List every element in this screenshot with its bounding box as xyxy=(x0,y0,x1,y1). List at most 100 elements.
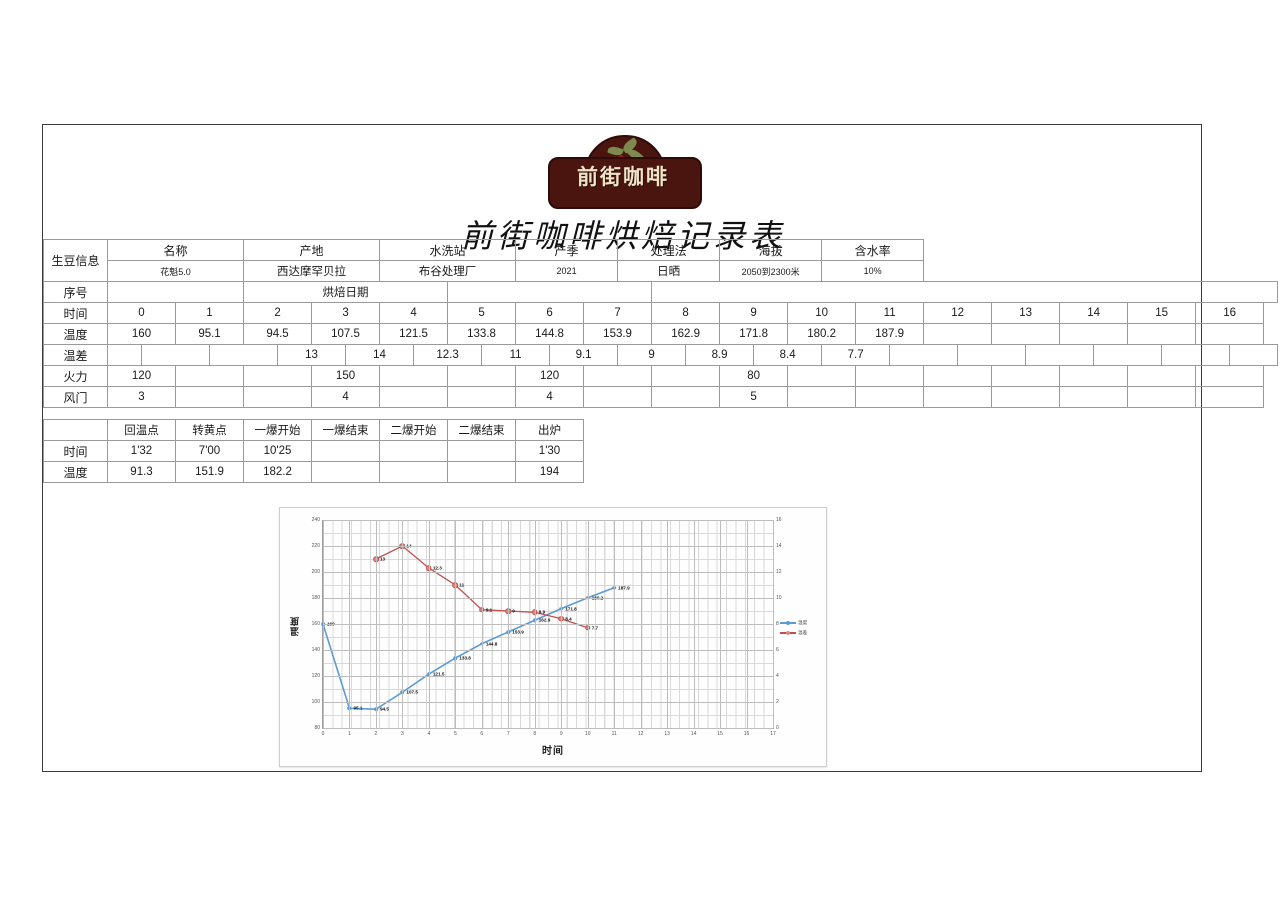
power-cell[interactable]: 120 xyxy=(515,365,585,387)
damper-cell[interactable]: 3 xyxy=(107,386,176,408)
power-cell[interactable] xyxy=(583,365,653,387)
damper-cell[interactable] xyxy=(583,386,653,408)
damper-cell[interactable]: 4 xyxy=(311,386,381,408)
damper-cell[interactable] xyxy=(447,386,517,408)
roast-curve-chart: 温度 时间 16095.194.5107.5121.5133.8144.8153… xyxy=(279,507,827,767)
milestone-time-cell[interactable]: 1'32 xyxy=(107,440,176,462)
temp-cell[interactable] xyxy=(991,323,1061,345)
power-cell[interactable] xyxy=(787,365,857,387)
power-cell[interactable] xyxy=(447,365,517,387)
milestone-time-cell[interactable] xyxy=(311,440,380,462)
serial-value-cell[interactable] xyxy=(106,281,245,303)
diff-cell[interactable] xyxy=(889,344,959,366)
milestone-temp-cell[interactable]: 91.3 xyxy=(107,461,176,483)
temp-cell[interactable]: 160 xyxy=(107,323,176,345)
temp-cell[interactable]: 133.8 xyxy=(447,323,517,345)
temp-cell[interactable] xyxy=(1127,323,1197,345)
milestone-temp-cell[interactable] xyxy=(447,461,516,483)
temp-cell[interactable]: 107.5 xyxy=(311,323,381,345)
milestone-time-cell[interactable] xyxy=(447,440,516,462)
diff-cell[interactable]: 11 xyxy=(481,344,551,366)
logo-text: 前街咖啡 xyxy=(577,165,669,189)
milestone-temp-cell[interactable]: 182.2 xyxy=(243,461,312,483)
damper-cell[interactable] xyxy=(174,386,245,408)
milestone-time-cell[interactable]: 7'00 xyxy=(175,440,244,462)
roast-record-sheet: 前街咖啡 前街咖啡烘焙记录表 生豆信息 名称 产地 xyxy=(42,124,1279,772)
power-cell[interactable] xyxy=(651,365,721,387)
diff-cell[interactable]: 14 xyxy=(345,344,415,366)
power-cell[interactable] xyxy=(923,365,993,387)
chart-y2-tick: 16 xyxy=(776,517,782,523)
damper-cell[interactable] xyxy=(1059,386,1129,408)
milestone-temp-cell[interactable] xyxy=(379,461,448,483)
damper-cell[interactable] xyxy=(379,386,449,408)
diff-cell[interactable] xyxy=(208,344,279,366)
diff-cell[interactable]: 7.7 xyxy=(821,344,891,366)
milestone-time-cell[interactable]: 10'25 xyxy=(243,440,312,462)
temp-cell[interactable]: 144.8 xyxy=(515,323,585,345)
logo-badge-shape xyxy=(548,157,702,209)
temp-cell[interactable]: 94.5 xyxy=(243,323,313,345)
damper-cell[interactable] xyxy=(1127,386,1197,408)
temp-cell[interactable]: 162.9 xyxy=(651,323,721,345)
power-cell[interactable] xyxy=(1195,365,1265,387)
time-cell: 9 xyxy=(719,302,789,324)
bean-value-origin: 西达摩罕贝拉 xyxy=(243,260,381,282)
diff-cell[interactable]: 8.4 xyxy=(753,344,823,366)
power-cell[interactable] xyxy=(243,365,313,387)
power-cell[interactable]: 80 xyxy=(719,365,789,387)
temp-cell[interactable]: 153.9 xyxy=(583,323,653,345)
diff-cell[interactable] xyxy=(1025,344,1095,366)
temp-cell[interactable]: 95.1 xyxy=(174,323,245,345)
damper-cell[interactable] xyxy=(923,386,993,408)
diff-cell[interactable]: 9 xyxy=(617,344,687,366)
diff-cell[interactable]: 9.1 xyxy=(549,344,619,366)
power-cell[interactable]: 120 xyxy=(107,365,176,387)
temp-cell[interactable]: 180.2 xyxy=(787,323,857,345)
temp-cell[interactable] xyxy=(1059,323,1129,345)
temp-cell[interactable]: 171.8 xyxy=(719,323,789,345)
diff-cell[interactable] xyxy=(141,344,210,366)
milestone-temp-cell[interactable] xyxy=(311,461,380,483)
damper-cell[interactable] xyxy=(243,386,313,408)
milestone-header-row: 回温点 转黄点 一爆开始 一爆结束 二爆开始 二爆结束 出炉 xyxy=(43,419,1204,441)
diff-cell[interactable]: 8.9 xyxy=(685,344,755,366)
diff-cell[interactable]: 12.3 xyxy=(413,344,483,366)
roast-date-value[interactable] xyxy=(447,281,653,303)
milestone-header-second-crack-end: 二爆结束 xyxy=(447,419,516,441)
power-cell[interactable] xyxy=(174,365,245,387)
milestone-time-cell[interactable]: 1'30 xyxy=(515,440,584,462)
time-cell: 14 xyxy=(1059,302,1129,324)
diff-cell[interactable] xyxy=(957,344,1027,366)
diff-cell[interactable] xyxy=(1093,344,1163,366)
milestone-time-cell[interactable] xyxy=(379,440,448,462)
damper-cell[interactable]: 4 xyxy=(515,386,585,408)
power-cell[interactable] xyxy=(379,365,449,387)
diff-cell-lead xyxy=(107,344,142,366)
damper-cell[interactable] xyxy=(1195,386,1265,408)
power-cell[interactable] xyxy=(1059,365,1129,387)
temp-cell[interactable]: 187.9 xyxy=(855,323,925,345)
temp-cell[interactable] xyxy=(1195,323,1265,345)
damper-cell[interactable] xyxy=(787,386,857,408)
temp-cell[interactable] xyxy=(923,323,993,345)
time-cell: 12 xyxy=(923,302,993,324)
power-cell[interactable]: 150 xyxy=(311,365,381,387)
power-cell[interactable] xyxy=(1127,365,1197,387)
damper-cell[interactable] xyxy=(855,386,925,408)
milestone-temp-filler xyxy=(584,462,1204,483)
damper-cell[interactable]: 5 xyxy=(719,386,789,408)
time-cell: 15 xyxy=(1127,302,1197,324)
milestone-header-second-crack-start: 二爆开始 xyxy=(379,419,448,441)
diff-cell[interactable] xyxy=(1229,344,1279,366)
diff-cell[interactable]: 13 xyxy=(277,344,347,366)
power-cell[interactable] xyxy=(855,365,925,387)
milestone-temp-cell[interactable]: 151.9 xyxy=(175,461,244,483)
diff-cell[interactable] xyxy=(1161,344,1231,366)
temp-cell[interactable]: 121.5 xyxy=(379,323,449,345)
damper-cell[interactable] xyxy=(651,386,721,408)
milestone-temp-cell[interactable]: 194 xyxy=(515,461,584,483)
damper-cell[interactable] xyxy=(991,386,1061,408)
chart-y-tick: 240 xyxy=(311,517,320,523)
power-cell[interactable] xyxy=(991,365,1061,387)
